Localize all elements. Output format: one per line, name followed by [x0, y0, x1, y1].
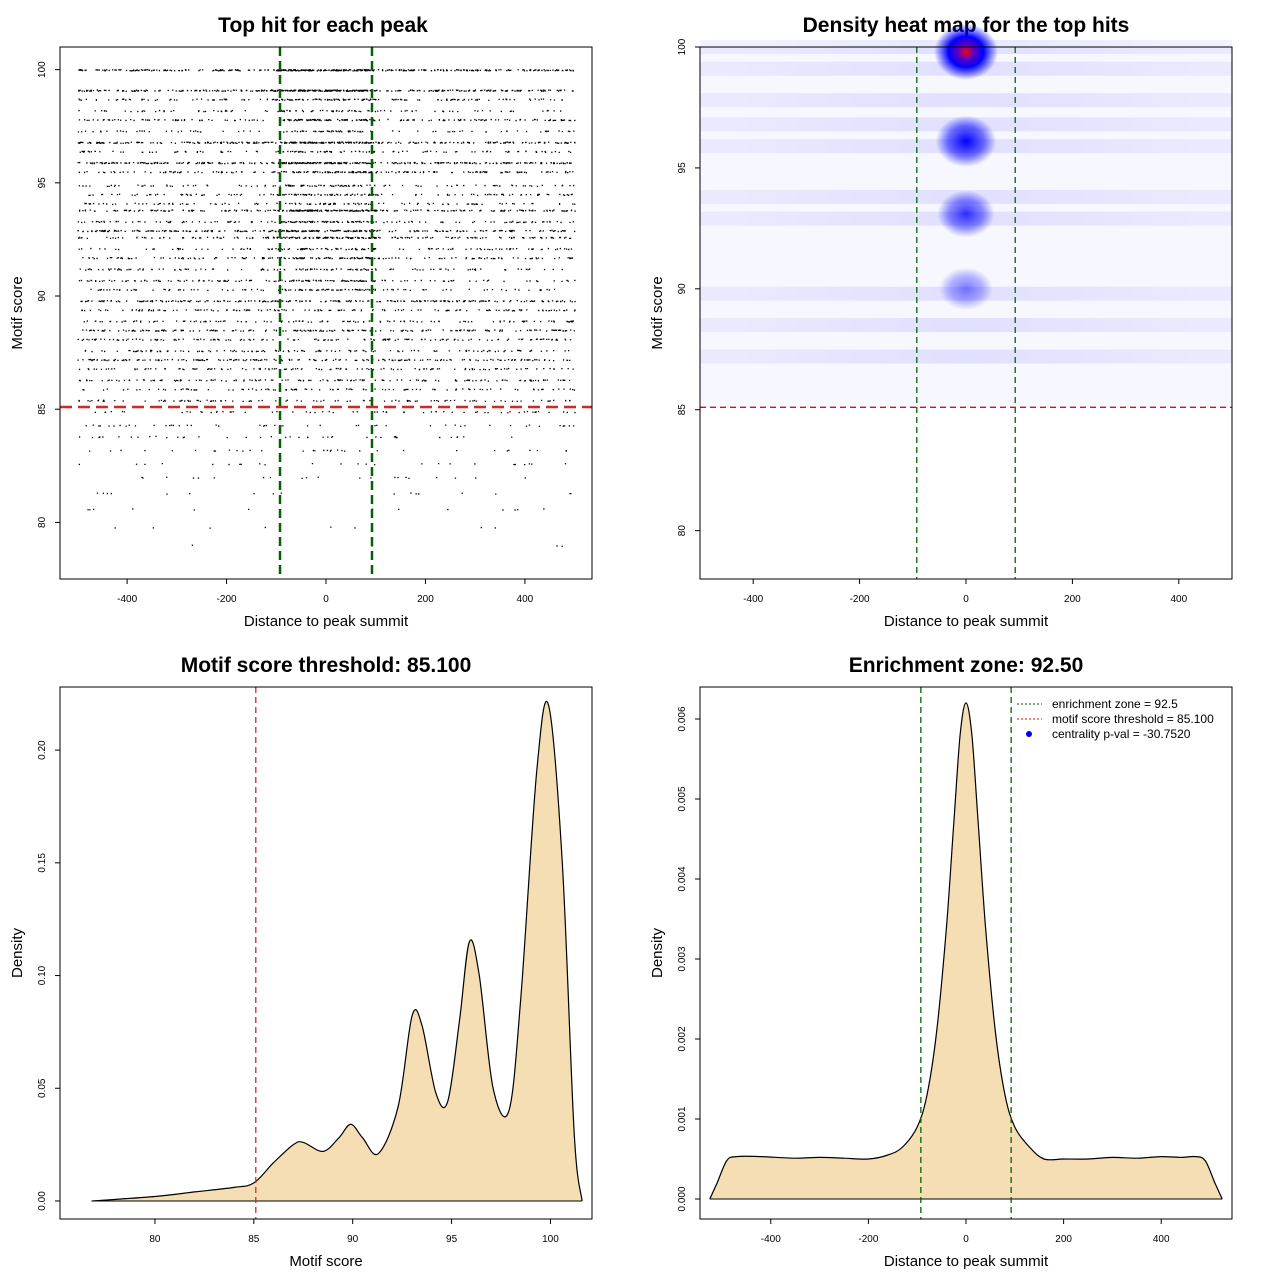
x-tick-label: 100	[542, 1234, 559, 1245]
panel4-legend: enrichment zone = 92.5 motif score thres…	[1017, 697, 1214, 741]
panel1-xlabel: Distance to peak summit	[244, 613, 409, 630]
y-tick-label: 100	[677, 38, 688, 55]
x-tick-label: 200	[1064, 594, 1081, 605]
y-tick-label: 0.005	[677, 786, 688, 811]
x-tick-label: 0	[323, 594, 329, 605]
y-tick-label: 0.15	[37, 853, 48, 873]
y-tick-label: 80	[677, 525, 688, 537]
x-tick-label: -200	[850, 594, 870, 605]
panel1-plot-box	[59, 46, 593, 580]
panel1-title: Top hit for each peak	[218, 14, 428, 37]
panel1-ylabel: Motif score	[9, 276, 26, 349]
x-tick-label: 400	[1170, 594, 1187, 605]
legend-label-enrichment: enrichment zone = 92.5	[1052, 697, 1178, 711]
y-tick-label: 0.004	[677, 866, 688, 891]
panel-score-density: Motif score threshold: 85.100 Motif scor…	[9, 654, 593, 1270]
y-tick-label: 0.10	[37, 965, 48, 985]
x-tick-label: -400	[743, 594, 763, 605]
data-point	[77, 69, 576, 547]
y-tick-label: 0.20	[37, 740, 48, 760]
y-tick-label: 0.000	[677, 1186, 688, 1211]
x-tick-label: 85	[248, 1234, 260, 1245]
y-tick-label: 0.003	[677, 946, 688, 971]
y-tick-label: 85	[677, 404, 688, 416]
y-tick-label: 90	[677, 283, 688, 295]
y-tick-label: 0.001	[677, 1106, 688, 1131]
y-tick-label: 0.05	[37, 1078, 48, 1098]
density-curve	[91, 700, 583, 1202]
heat-band	[700, 349, 1232, 364]
x-tick-label: 90	[347, 1234, 359, 1245]
heat-hotspot	[935, 115, 997, 168]
legend-point-pval	[1026, 731, 1032, 737]
y-tick-label: 0.006	[677, 706, 688, 731]
x-tick-label: 95	[446, 1234, 458, 1245]
panel3-plot-box	[59, 686, 593, 1220]
panel1-points	[77, 69, 576, 547]
x-tick-label: -400	[761, 1234, 781, 1245]
y-tick-label: 0.002	[677, 1026, 688, 1051]
panel3-xlabel: Motif score	[289, 1253, 362, 1270]
heat-hotspot	[937, 190, 995, 238]
x-tick-label: 200	[417, 594, 434, 605]
x-tick-label: 400	[1153, 1234, 1170, 1245]
x-tick-label: 80	[149, 1234, 161, 1245]
panel4-title: Enrichment zone: 92.50	[849, 654, 1084, 677]
panel2-ylabel: Motif score	[649, 276, 666, 349]
x-tick-label: 0	[963, 594, 969, 605]
legend-label-pval: centrality p-val = -30.7520	[1052, 727, 1191, 741]
x-tick-label: 400	[517, 594, 534, 605]
heat-band	[700, 93, 1232, 108]
y-tick-label: 85	[37, 403, 48, 415]
panel4-xlabel: Distance to peak summit	[884, 1253, 1049, 1270]
density-area	[709, 703, 1223, 1199]
y-tick-label: 95	[677, 162, 688, 174]
panel4-ylabel: Density	[649, 927, 666, 978]
density-area	[91, 701, 583, 1201]
panel3-title: Motif score threshold: 85.100	[181, 654, 472, 677]
density-curve	[709, 702, 1223, 1200]
panel-density-heatmap: Density heat map for the top hits Distan…	[649, 14, 1233, 630]
heat-band	[700, 318, 1232, 333]
y-tick-label: 100	[37, 61, 48, 78]
panel2-xlabel: Distance to peak summit	[884, 613, 1049, 630]
heat-hotspot	[939, 267, 993, 311]
y-tick-label: 90	[37, 290, 48, 302]
panel2-heatmap	[700, 23, 1232, 364]
heat-hotspot	[934, 23, 998, 80]
x-tick-label: -200	[858, 1234, 878, 1245]
legend-label-threshold: motif score threshold = 85.100	[1052, 712, 1214, 726]
y-tick-label: 0.00	[37, 1191, 48, 1211]
x-tick-label: -200	[217, 594, 237, 605]
y-tick-label: 80	[37, 516, 48, 528]
y-tick-label: 95	[37, 177, 48, 189]
x-tick-label: 0	[963, 1234, 969, 1245]
panel-distance-density: Enrichment zone: 92.50 Distance to peak …	[649, 654, 1233, 1270]
x-tick-label: -400	[117, 594, 137, 605]
panel3-ylabel: Density	[9, 927, 26, 978]
x-tick-label: 200	[1055, 1234, 1072, 1245]
panel-top-hit-scatter: Top hit for each peak Distance to peak s…	[9, 14, 593, 630]
